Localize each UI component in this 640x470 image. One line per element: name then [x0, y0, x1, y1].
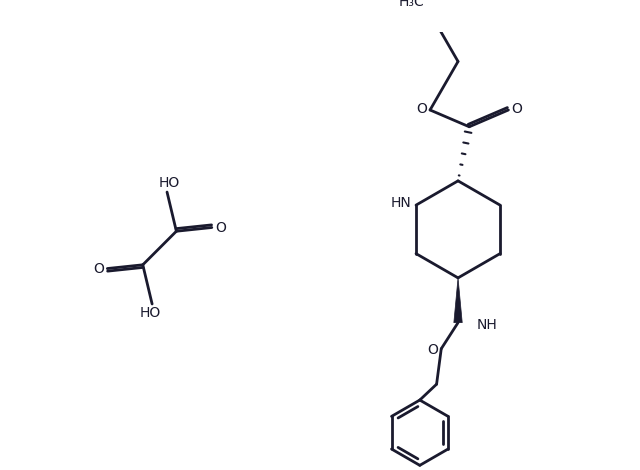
Text: HN: HN	[391, 196, 412, 210]
Text: NH: NH	[477, 318, 497, 331]
Text: HO: HO	[158, 176, 180, 190]
Text: H₃C: H₃C	[399, 0, 424, 9]
Polygon shape	[454, 278, 462, 322]
Text: O: O	[93, 261, 104, 275]
Text: O: O	[416, 102, 427, 116]
Text: O: O	[215, 220, 226, 235]
Text: HO: HO	[140, 306, 161, 321]
Text: O: O	[511, 102, 522, 116]
Text: O: O	[428, 343, 438, 357]
